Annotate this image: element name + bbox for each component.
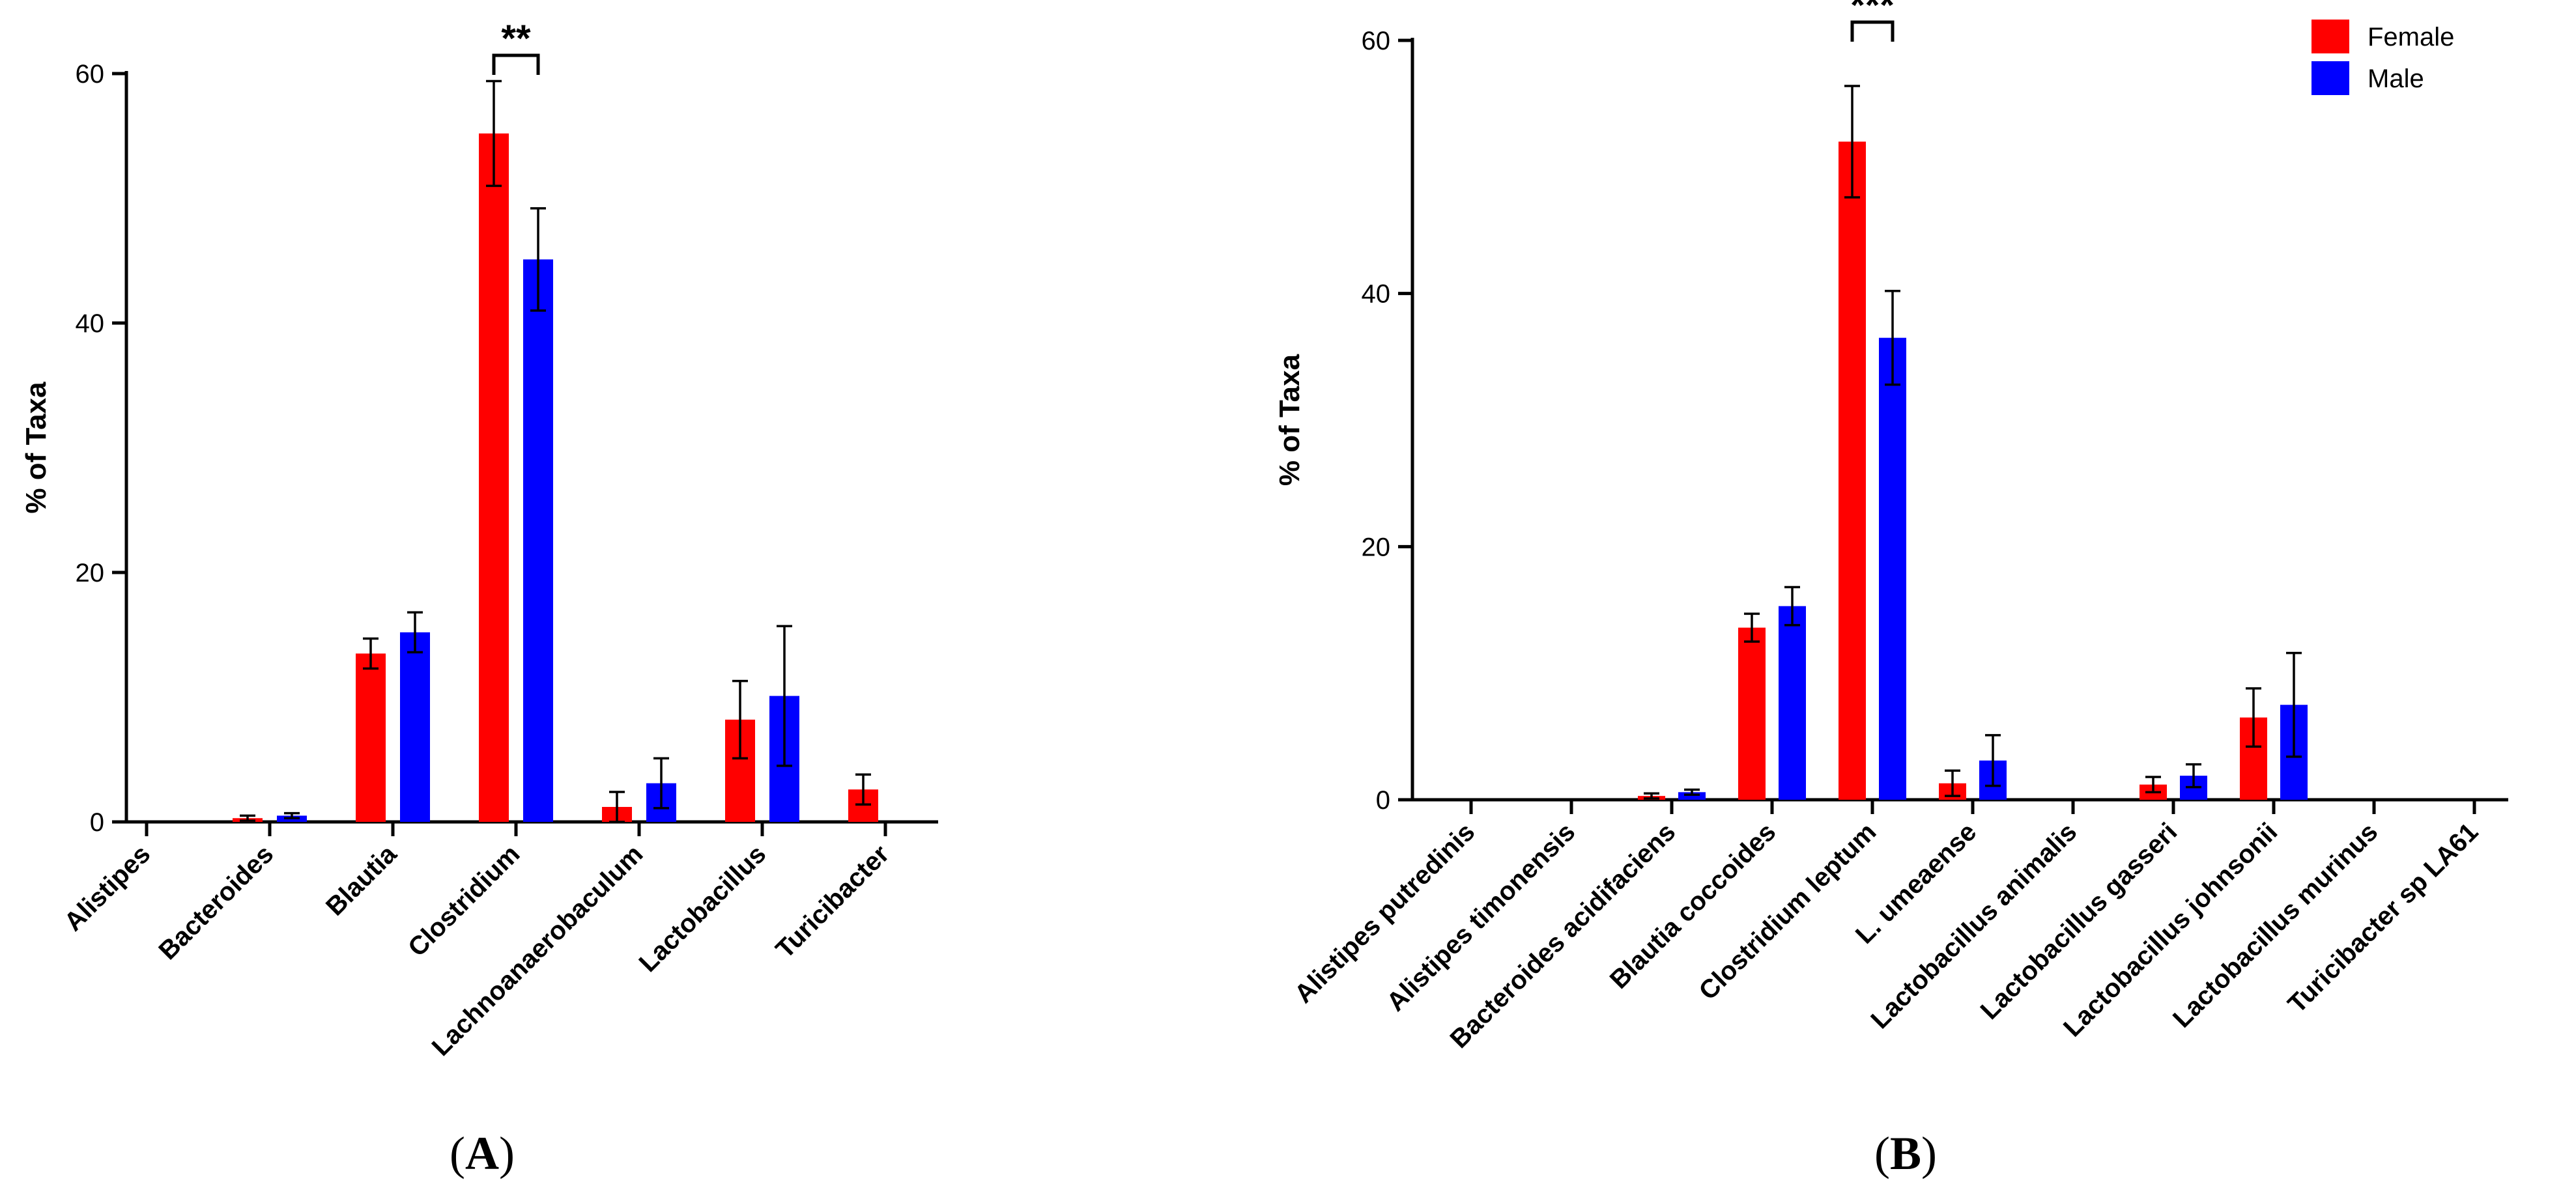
panel-b-x-tick-label-lactobacillus-gasseri: Lactobacillus gasseri: [1975, 817, 2183, 1025]
panel-b-y-tick-label: 0: [1376, 786, 1390, 815]
panel-a-bar-female-blautia: [356, 653, 386, 822]
panel-b-significance-bracket: [1850, 20, 1895, 42]
panel-b-x-tick-label-lactobacillus-johnsonii: Lactobacillus johnsonii: [2058, 817, 2283, 1042]
panel-b-bar-female-blautia-coccoides: [1738, 627, 1766, 800]
panel-a-bar-male-clostridium: [523, 259, 553, 823]
panel-a-y-tick-label: 0: [90, 808, 104, 837]
panel-a-x-tick-label-lactobacillus: Lactobacillus: [633, 839, 771, 978]
panel-a-x-tick-label-alistipes: Alistipes: [59, 839, 156, 937]
panel-a-bar-female-clostridium: [479, 133, 509, 822]
panel-a-y-axis-title: % of Taxa: [20, 382, 52, 514]
panel-b-y-tick-label: 60: [1362, 27, 1391, 55]
panel-b-x-tick-label-blautia-coccoides: Blautia coccoides: [1605, 817, 1782, 994]
panel-a-x-tick-label-turicibacter: Turicibacter: [770, 839, 894, 964]
panel-b-x-tick-label-lactobacillus-animalis: Lactobacillus animalis: [1865, 817, 2082, 1034]
panel-b-x-tick-label-lactobacillus-murinus: Lactobacillus murinus: [2168, 817, 2383, 1033]
panel-b-x-tick-label-clostridium-leptum: Clostridium leptum: [1694, 817, 1882, 1006]
panel-a-x-tick-label-lachnoanaerobaculum: Lachnoanaerobaculum: [427, 839, 649, 1062]
panel-b-bar-male-clostridium-leptum: [1879, 337, 1906, 800]
panel-a-significance-label: **: [501, 18, 531, 60]
panel-b-x-tick-label-alistipes-timonensis: Alistipes timonensis: [1381, 817, 1581, 1017]
panel-b-y-tick-label: 20: [1362, 533, 1391, 561]
panel-b-x-tick-label-turicibacter-sp-la61: Turicibacter sp LA61: [2283, 817, 2484, 1019]
panel-b-bar-female-clostridium-leptum: [1839, 141, 1866, 800]
panel-a-y-tick-label: 40: [76, 309, 105, 338]
panel-a-x-tick-label-blautia: Blautia: [321, 839, 403, 922]
legend: Female Male: [2311, 20, 2454, 95]
panel-b-bar-male-bacteroides-acidifaciens: [1678, 792, 1706, 800]
panel-b-panel-label: (B): [1874, 1127, 1937, 1179]
panel-a-significance-bracket: [492, 53, 540, 75]
legend-swatch-female: [2311, 20, 2349, 53]
panel-a-y-tick-label: 60: [76, 60, 105, 89]
panel-a-bar-male-blautia: [400, 632, 430, 822]
panel-a-y-tick-label: 20: [76, 559, 105, 587]
legend-label-male: Male: [2368, 64, 2424, 93]
panel-b-y-tick-label: 40: [1362, 280, 1391, 309]
panel-a-panel-label: (A): [450, 1127, 515, 1179]
panel-b-bar-male-blautia-coccoides: [1779, 606, 1806, 800]
panel-b-chart: 0 20 40 60 % of Taxa Alistipes putredinisAlis…: [1274, 0, 2508, 1179]
legend-swatch-male: [2311, 61, 2349, 95]
legend-label-female: Female: [2368, 23, 2454, 51]
panel-b-significance-label: ***: [1850, 0, 1895, 27]
panel-b-y-axis-title: % of Taxa: [1274, 354, 1306, 486]
panel-a-x-tick-label-bacteroides: Bacteroides: [153, 839, 279, 965]
panel-b-x-tick-label-alistipes-putredinis: Alistipes putredinis: [1289, 817, 1481, 1009]
panel-a-x-tick-label-clostridium: Clostridium: [403, 839, 525, 962]
